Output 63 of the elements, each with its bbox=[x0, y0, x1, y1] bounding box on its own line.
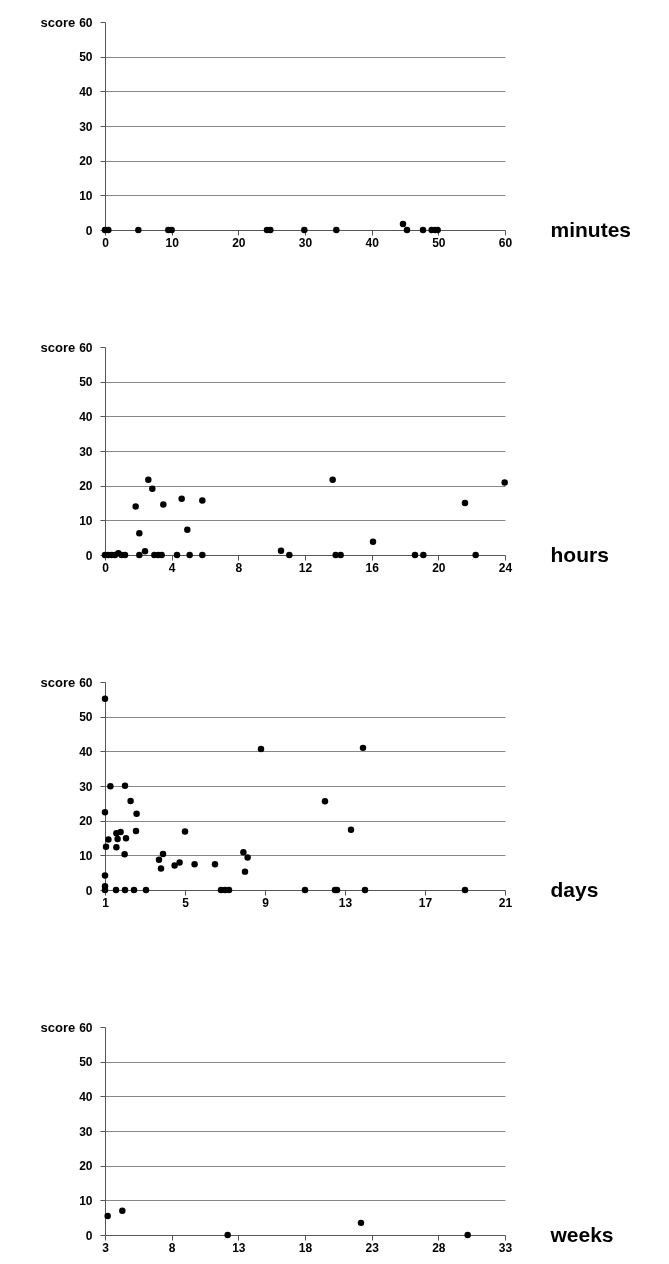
y-tick-label: 10 bbox=[79, 848, 93, 863]
y-tick-label: 50 bbox=[79, 1055, 93, 1070]
x-tick-label: 5 bbox=[182, 895, 190, 910]
y-tick-label: 20 bbox=[79, 1159, 93, 1174]
y-axis-title: score bbox=[40, 339, 76, 355]
y-tick-label: 30 bbox=[79, 444, 93, 459]
y-tick-label: 60 bbox=[79, 675, 93, 690]
y-tick-label: 0 bbox=[85, 223, 93, 238]
x-tick-label: 12 bbox=[298, 560, 313, 575]
x-tick-label: 3 bbox=[102, 1240, 110, 1255]
x-tick-label: 10 bbox=[165, 235, 180, 250]
x-tick-label: 0 bbox=[102, 560, 110, 575]
x-tick-label: 13 bbox=[338, 895, 353, 910]
y-tick-label: 40 bbox=[79, 1089, 93, 1104]
x-axis-title: hours bbox=[550, 542, 609, 566]
y-tick-label: 0 bbox=[85, 1228, 93, 1243]
y-tick-label: 50 bbox=[79, 50, 93, 65]
x-tick-label: 0 bbox=[102, 235, 110, 250]
x-tick-label: 23 bbox=[365, 1240, 380, 1255]
y-tick-label: 0 bbox=[85, 548, 93, 563]
x-tick-label: 60 bbox=[498, 235, 513, 250]
x-tick-label: 20 bbox=[232, 235, 246, 250]
y-tick-label: 0 bbox=[85, 883, 93, 898]
x-tick-label: 8 bbox=[235, 560, 243, 575]
y-axis-title: score bbox=[40, 1019, 76, 1035]
y-tick-label: 30 bbox=[79, 1124, 93, 1139]
y-tick-label: 20 bbox=[79, 814, 93, 829]
y-tick-label: 30 bbox=[79, 119, 93, 134]
y-tick-label: 60 bbox=[79, 15, 93, 30]
x-tick-label: 40 bbox=[365, 235, 380, 250]
y-tick-label: 10 bbox=[79, 188, 93, 203]
x-tick-label: 1 bbox=[102, 895, 110, 910]
x-axis-title: weeks bbox=[549, 1222, 614, 1246]
y-tick-label: 10 bbox=[79, 1193, 93, 1208]
x-tick-label: 24 bbox=[498, 560, 513, 575]
y-tick-label: 30 bbox=[79, 779, 93, 794]
y-axis-title: score bbox=[40, 14, 76, 30]
x-tick-label: 4 bbox=[168, 560, 176, 575]
x-tick-label: 30 bbox=[298, 235, 313, 250]
x-tick-label: 9 bbox=[262, 895, 270, 910]
y-axis-title: score bbox=[40, 674, 76, 690]
x-axis-title: days bbox=[550, 877, 599, 901]
x-tick-label: 16 bbox=[365, 560, 380, 575]
x-tick-label: 28 bbox=[432, 1240, 446, 1255]
x-tick-label: 8 bbox=[168, 1240, 176, 1255]
y-tick-label: 20 bbox=[79, 479, 93, 494]
x-tick-label: 13 bbox=[232, 1240, 246, 1255]
x-tick-label: 20 bbox=[432, 560, 446, 575]
y-tick-label: 20 bbox=[79, 154, 93, 169]
y-tick-label: 60 bbox=[79, 1020, 93, 1035]
x-tick-label: 50 bbox=[432, 235, 446, 250]
x-axis-title: minutes bbox=[550, 217, 632, 241]
y-tick-label: 40 bbox=[79, 84, 93, 99]
y-tick-label: 10 bbox=[79, 513, 93, 528]
y-tick-label: 50 bbox=[79, 375, 93, 390]
y-tick-label: 40 bbox=[79, 744, 93, 759]
x-tick-label: 18 bbox=[298, 1240, 313, 1255]
x-tick-label: 17 bbox=[418, 895, 433, 910]
y-tick-label: 40 bbox=[79, 409, 93, 424]
x-tick-label: 33 bbox=[498, 1240, 513, 1255]
x-tick-label: 21 bbox=[498, 895, 513, 910]
y-tick-label: 60 bbox=[79, 340, 93, 355]
y-tick-label: 50 bbox=[79, 710, 93, 725]
